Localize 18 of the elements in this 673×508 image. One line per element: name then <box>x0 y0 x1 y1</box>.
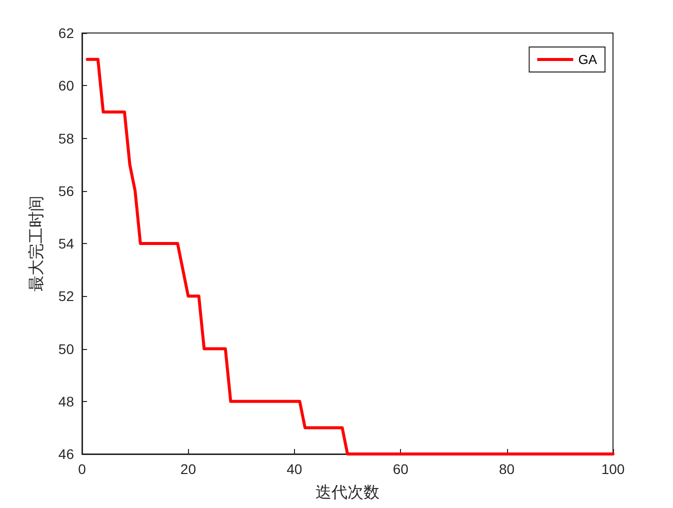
x-tick-label: 100 <box>601 461 625 477</box>
legend-label: GA <box>578 52 598 67</box>
x-tick-label: 20 <box>180 461 196 477</box>
x-tick-label: 40 <box>286 461 302 477</box>
y-tick-label: 50 <box>58 340 74 357</box>
y-tick-label: 58 <box>58 130 74 146</box>
x-tick-label: 60 <box>392 461 409 477</box>
y-tick-label: 46 <box>58 446 74 462</box>
y-axis-title: 最大完工时间 <box>26 196 46 292</box>
y-tick-label: 62 <box>58 25 74 41</box>
y-tick-label: 56 <box>58 182 74 199</box>
x-axis-title: 迭代次数 <box>316 482 380 502</box>
y-tick-label: 48 <box>58 393 74 410</box>
y-tick-label: 52 <box>58 288 74 304</box>
x-tick-label: 80 <box>499 461 515 477</box>
y-tick-label: 54 <box>58 236 74 252</box>
x-tick-label: 0 <box>78 461 86 477</box>
y-tick-label: 60 <box>58 78 74 94</box>
